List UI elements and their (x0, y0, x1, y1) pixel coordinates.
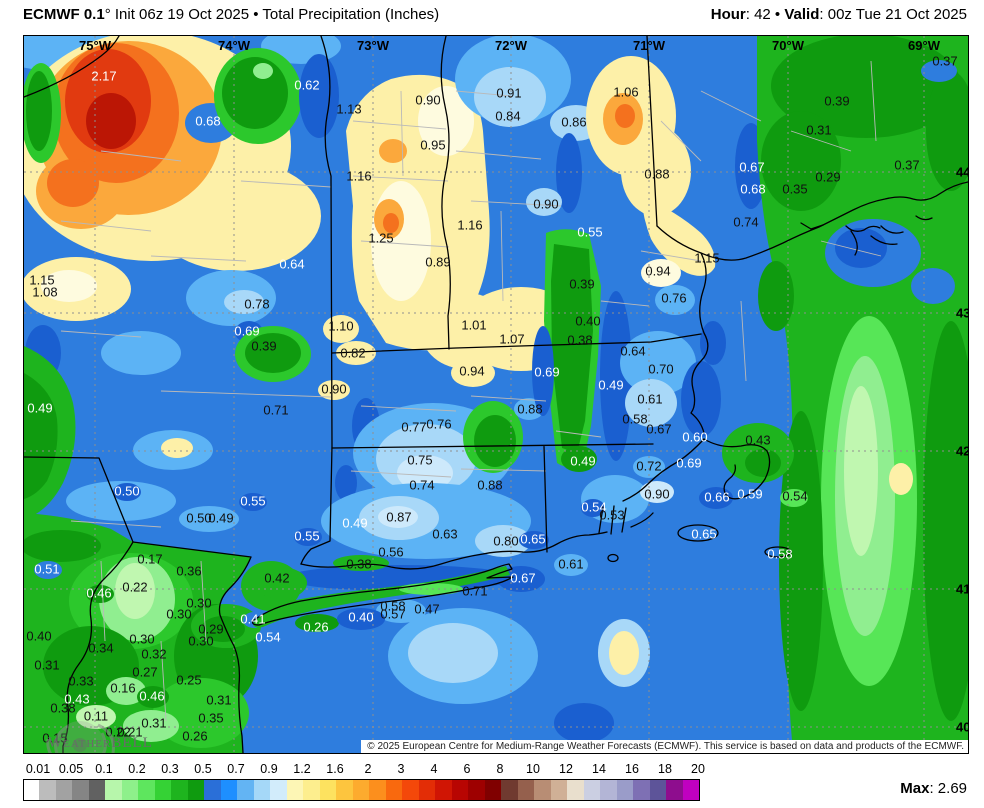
colorbar-tick: 1.2 (293, 762, 311, 776)
colorbar-tick: 0.05 (58, 762, 84, 776)
colorbar-tick: 0.01 (25, 762, 51, 776)
colorbar-tick: 0.9 (260, 762, 278, 776)
colorbar-tick: 14 (592, 762, 606, 776)
colorbar-segment (418, 780, 435, 800)
colorbar-tick: 0.5 (194, 762, 212, 776)
colorbar-segment (534, 780, 551, 800)
longitude-label: 74°W (218, 38, 250, 53)
longitude-label: 69°W (908, 38, 940, 53)
colorbar (23, 779, 700, 801)
valid-label: Valid (784, 6, 820, 23)
colorbar-segment (600, 780, 617, 800)
weatherbell-watermark: WeatherBELL Analytics (28, 713, 178, 754)
colorbar-segment (55, 780, 72, 800)
colorbar-tick: 4 (430, 762, 438, 776)
colorbar-segment (567, 780, 584, 800)
colorbar-segment (270, 780, 287, 800)
colorbar-segment (682, 780, 699, 800)
watermark-text: WeatherBELL (48, 735, 153, 751)
colorbar-segment (633, 780, 650, 800)
colorbar-segment (237, 780, 254, 800)
colorbar-segment (385, 780, 402, 800)
colorbar-segment (204, 780, 221, 800)
colorbar-tick: 0.7 (227, 762, 245, 776)
longitude-label: 71°W (633, 38, 665, 53)
colorbar-tick: 18 (658, 762, 672, 776)
hour-valid-title: Hour: 42 • Valid: 00z Tue 21 Oct 2025 (711, 6, 967, 23)
longitude-label: 73°W (357, 38, 389, 53)
watermark-subtext: Analytics (104, 753, 137, 754)
colorbar-segment (286, 780, 303, 800)
colorbar-tick: 16 (625, 762, 639, 776)
colorbar-segment (88, 780, 105, 800)
colorbar-segment (402, 780, 419, 800)
colorbar-segment (583, 780, 600, 800)
colorbar-segment (105, 780, 122, 800)
colorbar-segment (501, 780, 518, 800)
longitude-label: 70°W (772, 38, 804, 53)
precip-shading-layer (24, 36, 968, 753)
colorbar-tick: 1.6 (326, 762, 344, 776)
colorbar-segment (435, 780, 452, 800)
colorbar-tick: 12 (559, 762, 573, 776)
colorbar-segment (154, 780, 171, 800)
colorbar-segment (352, 780, 369, 800)
latitude-label: 40°N (956, 719, 968, 735)
latitude-label: 44°N (956, 164, 968, 180)
colorbar-segment (171, 780, 188, 800)
precipitation-map: 2.17 0.68 0.62 1.13 0.90 0.91 0.84 0.86 1.06 0.88… (23, 35, 969, 754)
max-label: Max (900, 780, 930, 797)
colorbar-segment (319, 780, 336, 800)
max-number: : 2.69 (929, 780, 967, 797)
copyright-note: © 2025 European Centre for Medium-Range … (361, 740, 968, 753)
colorbar-segment (336, 780, 353, 800)
valid-value: : 00z Tue 21 Oct 2025 (819, 6, 967, 23)
colorbar-segment (187, 780, 204, 800)
latitude-label: 42°N (956, 443, 968, 459)
colorbar-segment (517, 780, 534, 800)
colorbar-segment (468, 780, 485, 800)
hour-label: Hour (710, 6, 746, 23)
latitude-label: 43°N (956, 305, 968, 321)
colorbar-segment (616, 780, 633, 800)
colorbar-segment (121, 780, 138, 800)
colorbar-tick: 0.3 (161, 762, 179, 776)
watermark-swirl-icon (46, 721, 115, 753)
map-canvas (24, 36, 968, 753)
colorbar-segment (369, 780, 386, 800)
colorbar-tick: 0.2 (128, 762, 146, 776)
colorbar-segment (253, 780, 270, 800)
colorbar-segment (39, 780, 56, 800)
longitude-label: 72°W (495, 38, 527, 53)
colorbar-segment (649, 780, 666, 800)
colorbar-tick: 20 (691, 762, 705, 776)
title-rest: ° Init 06z 19 Oct 2025 • Total Precipita… (104, 6, 440, 23)
max-value: Max: 2.69 (900, 780, 967, 797)
latitude-label: 41°N (956, 581, 968, 597)
colorbar-tick: 0.1 (95, 762, 113, 776)
county-borders-layer (60, 60, 882, 722)
colorbar-segment (484, 780, 501, 800)
colorbar-segment (550, 780, 567, 800)
colorbar-segment (451, 780, 468, 800)
colorbar-tick: 8 (496, 762, 504, 776)
colorbar-segment (303, 780, 320, 800)
colorbar-segment (666, 780, 683, 800)
colorbar-tick: 6 (463, 762, 471, 776)
map-title: ECMWF 0.1° Init 06z 19 Oct 2025 • Total … (23, 6, 439, 23)
colorbar-segment (24, 780, 39, 800)
colorbar-tick: 2 (364, 762, 372, 776)
colorbar-tick: 10 (526, 762, 540, 776)
longitude-label: 75°W (79, 38, 111, 53)
colorbar-segment (220, 780, 237, 800)
colorbar-segment (72, 780, 89, 800)
graticule-layer (24, 36, 968, 753)
hour-value: : 42 • (745, 6, 785, 23)
colorbar-segment (138, 780, 155, 800)
colorbar-tick: 3 (397, 762, 405, 776)
state-borders-layer (24, 36, 968, 753)
model-name: ECMWF 0.1 (23, 6, 105, 23)
